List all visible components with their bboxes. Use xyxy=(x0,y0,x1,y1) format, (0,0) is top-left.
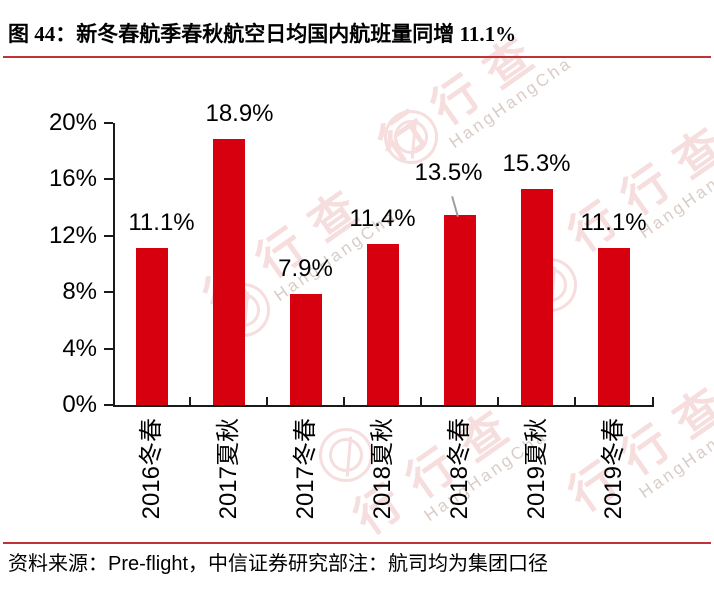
bar xyxy=(443,214,476,405)
x-axis-category-label: 2019夏秋 xyxy=(522,418,550,520)
bar xyxy=(597,248,630,405)
x-axis-tick xyxy=(266,397,268,405)
y-axis-tick-label: 8% xyxy=(62,278,97,306)
bar xyxy=(520,189,553,405)
bar-value-label: 11.1% xyxy=(580,209,647,237)
x-axis-category-label: 2017夏秋 xyxy=(214,418,242,520)
footer-rule xyxy=(3,542,711,544)
bar-value-label: 11.4% xyxy=(349,205,416,233)
y-axis-tick-label: 0% xyxy=(62,391,97,418)
x-axis-category-label: 2018冬春 xyxy=(445,418,473,520)
figure-title: 图 44：新冬春航季春秋航空日均国内航班量同增 11.1% xyxy=(8,22,517,46)
x-axis-category-label: 2016冬春 xyxy=(137,418,165,520)
x-axis-line xyxy=(113,405,654,407)
y-axis-tick xyxy=(104,291,113,294)
y-axis-tick-label: 4% xyxy=(62,334,97,362)
bar-value-label: 7.9% xyxy=(278,254,333,282)
bar xyxy=(366,244,399,405)
y-axis-line xyxy=(113,123,115,407)
y-axis-tick-label: 12% xyxy=(48,221,97,249)
y-axis-tick xyxy=(104,404,113,406)
y-axis-tick xyxy=(104,347,113,350)
bar-value-label: 13.5% xyxy=(414,158,483,186)
x-axis-tick xyxy=(420,397,422,405)
x-axis-category-label: 2017冬春 xyxy=(291,418,319,520)
y-axis-tick xyxy=(104,122,113,124)
source-note: 资料来源：Pre-flight，中信证券研究部注：航司均为集团口径 xyxy=(8,553,549,575)
title-rule xyxy=(3,56,711,58)
y-axis-tick-label: 20% xyxy=(48,109,97,136)
x-axis-tick xyxy=(652,397,654,405)
bar-value-label: 11.1% xyxy=(128,209,195,237)
x-axis-category-label: 2019冬春 xyxy=(599,418,627,520)
bar-value-label: 15.3% xyxy=(502,150,571,178)
bar xyxy=(135,248,168,405)
leader-line xyxy=(450,195,459,217)
x-axis-category-label: 2018夏秋 xyxy=(368,418,396,520)
y-axis-tick-label: 16% xyxy=(48,165,97,193)
bar-value-label: 18.9% xyxy=(205,99,274,127)
y-axis-tick xyxy=(104,234,113,237)
y-axis-tick xyxy=(104,178,113,181)
bar xyxy=(212,138,245,405)
bar xyxy=(289,293,322,405)
x-axis-tick xyxy=(497,397,499,405)
x-axis-tick xyxy=(343,397,345,405)
x-axis-tick xyxy=(574,397,576,405)
x-axis-tick xyxy=(189,397,191,405)
